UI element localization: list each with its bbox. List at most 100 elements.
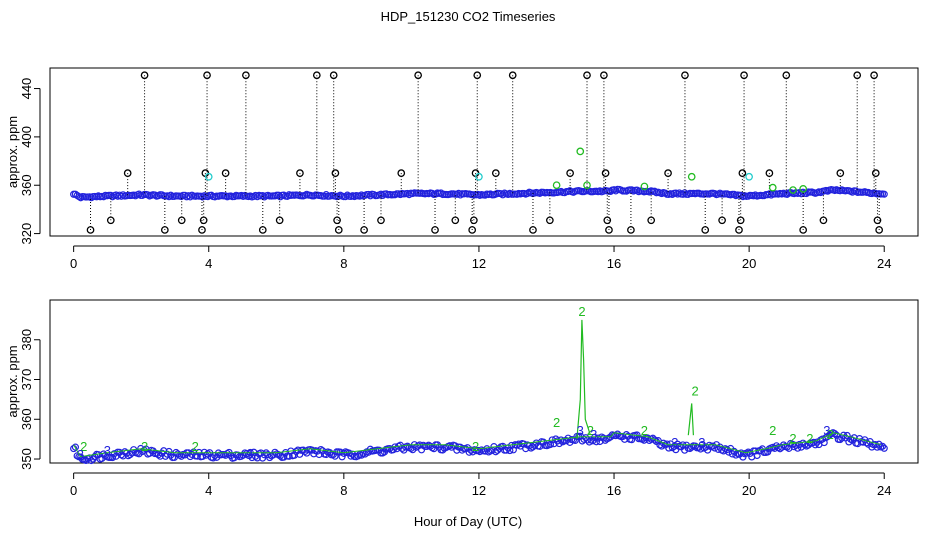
data-point bbox=[599, 434, 608, 442]
data-point bbox=[794, 444, 802, 452]
x-tick-label: 4 bbox=[205, 256, 212, 271]
outlier-point bbox=[718, 216, 726, 225]
outlier-point bbox=[529, 226, 537, 234]
x-tick-label: 16 bbox=[607, 256, 621, 271]
data-point bbox=[119, 191, 127, 199]
outlier-point bbox=[198, 226, 206, 234]
cyan-point bbox=[475, 172, 483, 181]
data-point bbox=[679, 190, 687, 198]
flag-label-2: 2 bbox=[587, 423, 594, 438]
data-point bbox=[320, 192, 329, 200]
plot-frame-0 bbox=[49, 67, 919, 237]
outlier-point bbox=[329, 71, 338, 80]
data-point bbox=[276, 193, 284, 201]
outlier-point bbox=[736, 216, 745, 225]
outlier-point bbox=[106, 216, 115, 225]
data-point bbox=[709, 442, 717, 450]
data-point bbox=[313, 447, 321, 455]
outlier-point bbox=[221, 169, 230, 178]
outlier-point bbox=[627, 226, 635, 234]
data-point bbox=[848, 188, 857, 196]
x-tick-label: 12 bbox=[472, 256, 486, 271]
data-point bbox=[557, 436, 565, 444]
outlier-point bbox=[603, 216, 612, 225]
data-point bbox=[878, 442, 887, 450]
data-point bbox=[207, 191, 215, 199]
data-point bbox=[347, 452, 355, 460]
outlier-point bbox=[397, 169, 406, 178]
outlier-point bbox=[740, 71, 748, 80]
outlier-point bbox=[836, 169, 845, 178]
flag-label-2: 2 bbox=[789, 431, 796, 446]
data-point bbox=[467, 446, 475, 454]
data-point bbox=[523, 189, 532, 198]
x-tick-label: 24 bbox=[877, 483, 891, 498]
data-point bbox=[296, 450, 304, 458]
outlier-point bbox=[647, 216, 656, 225]
data-point bbox=[186, 193, 194, 201]
flag-label-2: 2 bbox=[192, 439, 199, 454]
data-point bbox=[280, 453, 288, 461]
flag-label-2: 2 bbox=[691, 383, 698, 398]
x-tick-label: 12 bbox=[472, 483, 486, 498]
data-point bbox=[862, 439, 871, 447]
data-point bbox=[259, 192, 267, 200]
flag-label-3: 3 bbox=[823, 423, 830, 438]
data-point bbox=[71, 443, 80, 451]
outlier-point bbox=[468, 226, 477, 234]
data-point bbox=[651, 436, 659, 444]
flag-label-2: 2 bbox=[80, 439, 87, 454]
data-point bbox=[880, 444, 888, 452]
data-point bbox=[591, 433, 599, 441]
data-point bbox=[253, 454, 261, 462]
data-point bbox=[612, 187, 620, 195]
data-point bbox=[379, 191, 387, 200]
data-point bbox=[880, 190, 888, 198]
outlier-point bbox=[701, 226, 710, 234]
data-point bbox=[121, 448, 129, 456]
outlier-point bbox=[333, 216, 341, 225]
outlier-point bbox=[296, 169, 304, 178]
data-point bbox=[338, 453, 346, 461]
x-tick-label: 4 bbox=[205, 483, 212, 498]
green-trend-line bbox=[73, 432, 881, 458]
outlier-point bbox=[546, 216, 554, 225]
data-point bbox=[340, 449, 348, 457]
data-point bbox=[135, 190, 143, 198]
data-point bbox=[177, 452, 185, 460]
data-point bbox=[663, 440, 671, 448]
data-point bbox=[251, 191, 260, 200]
outlier-point bbox=[451, 216, 460, 225]
y-tick-label: 400 bbox=[19, 126, 34, 148]
data-point bbox=[177, 192, 185, 201]
outlier-point bbox=[177, 216, 186, 225]
y-tick-label: 350 bbox=[19, 448, 34, 470]
outlier-point bbox=[160, 226, 169, 234]
data-point bbox=[167, 191, 175, 199]
outlier-point bbox=[123, 169, 132, 178]
data-point bbox=[691, 442, 699, 450]
x-tick-label: 0 bbox=[70, 256, 77, 271]
data-point bbox=[357, 451, 366, 459]
y-tick-label: 360 bbox=[19, 174, 34, 196]
outlier-point bbox=[242, 71, 250, 80]
outlier-point bbox=[873, 216, 882, 225]
data-point bbox=[154, 451, 163, 459]
outlier-point bbox=[431, 226, 439, 234]
flag-label-3: 3 bbox=[577, 423, 584, 438]
x-tick-label: 8 bbox=[340, 483, 347, 498]
green-point bbox=[583, 181, 591, 190]
data-point bbox=[688, 443, 696, 451]
data-point bbox=[331, 452, 339, 460]
outlier-point bbox=[735, 226, 743, 234]
data-point bbox=[366, 192, 374, 200]
data-point bbox=[151, 191, 159, 199]
outlier-point bbox=[870, 71, 878, 80]
outlier-point bbox=[664, 169, 672, 178]
outlier-point bbox=[199, 216, 208, 225]
data-point bbox=[585, 438, 593, 446]
outlier-point bbox=[875, 226, 884, 234]
x-tick-label: 20 bbox=[742, 256, 756, 271]
y-tick-label: 320 bbox=[19, 223, 34, 245]
